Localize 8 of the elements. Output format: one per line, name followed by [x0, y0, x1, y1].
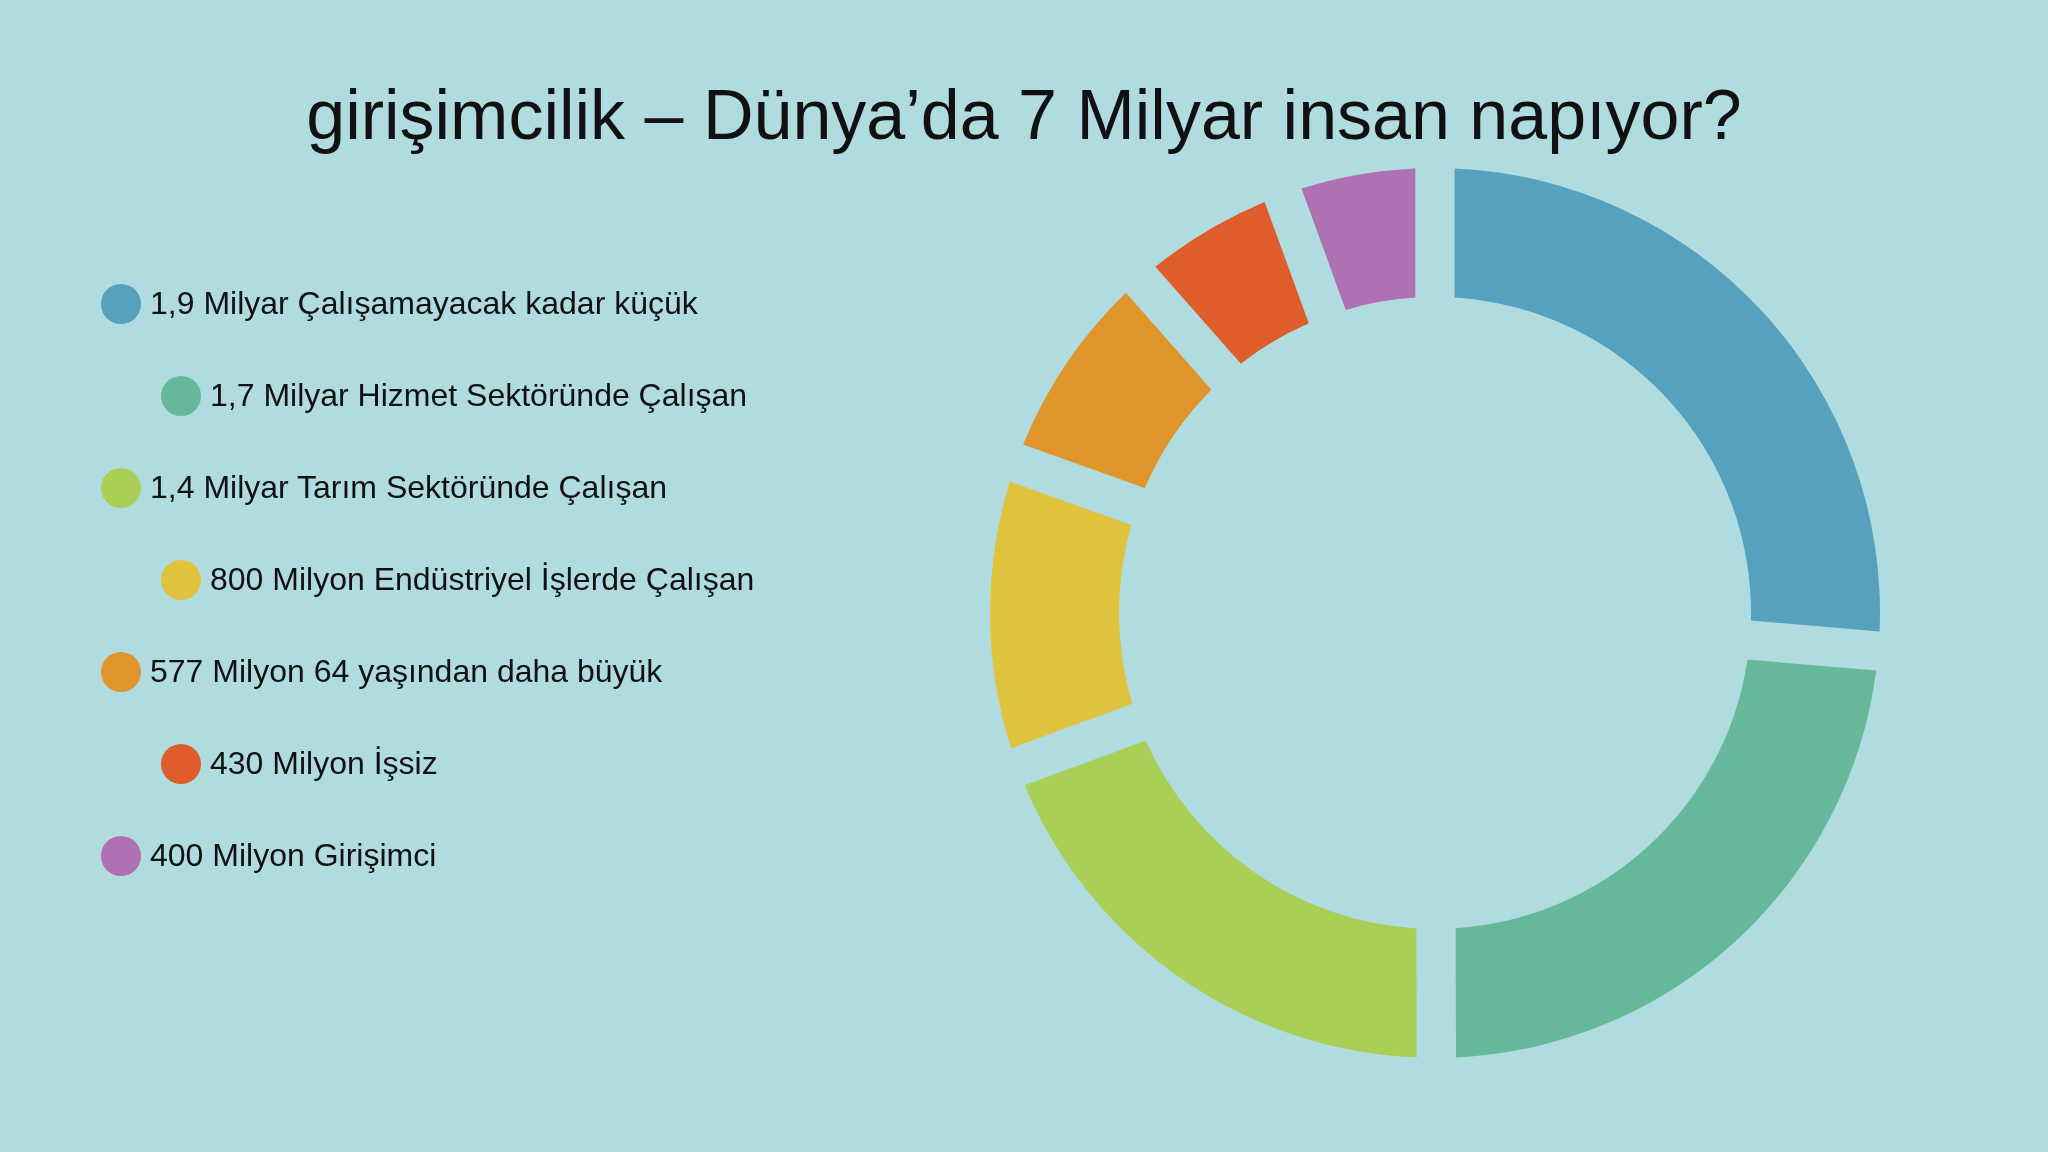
chart-title: girişimcilik – Dünya’da 7 Milyar insan napıyor? [306, 76, 1742, 155]
legend-label: 1,7 Milyar Hizmet Sektöründe Çalışan [210, 377, 748, 413]
legend-label: 577 Milyon 64 yaşından daha büyük [150, 653, 664, 689]
legend-label: 1,9 Milyar Çalışamayacak kadar küçük [150, 285, 699, 321]
legend-label: 430 Milyon İşsiz [210, 745, 438, 781]
legend-label: 1,4 Milyar Tarım Sektöründe Çalışan [150, 469, 667, 505]
legend-label: 800 Milyon Endüstriyel İşlerde Çalışan [210, 561, 755, 597]
legend-label: 400 Milyon Girişimci [150, 837, 437, 873]
